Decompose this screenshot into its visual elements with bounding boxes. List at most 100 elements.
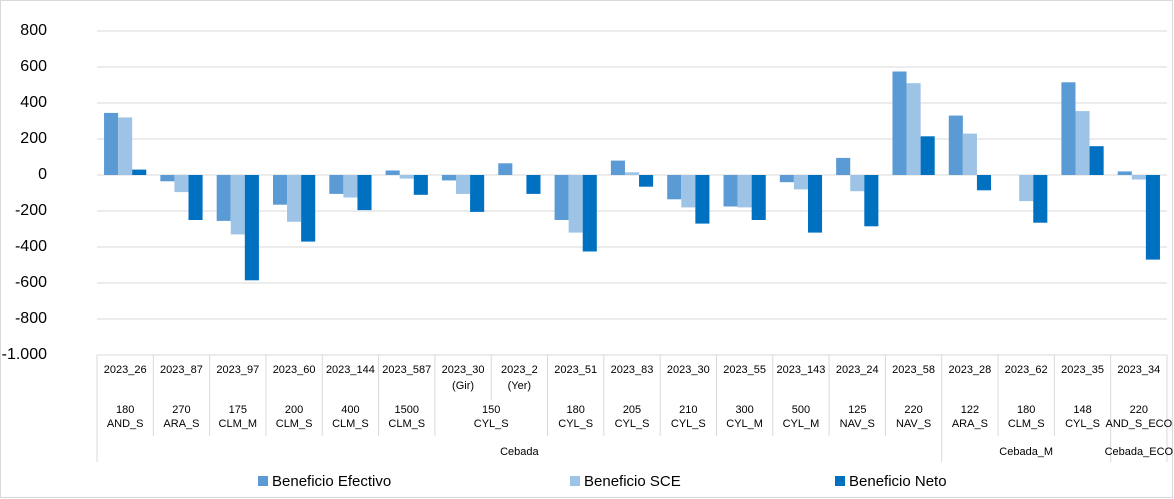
x-group-label: 220 <box>904 404 922 416</box>
bar <box>976 175 992 191</box>
x-group-label: 210 <box>679 404 697 416</box>
x-group-label: 148 <box>1073 404 1091 416</box>
x-tick-label: 2023_35 <box>1061 364 1104 376</box>
bar <box>470 175 485 212</box>
x-group-label: NAV_S <box>840 418 875 430</box>
legend-swatch <box>835 476 845 486</box>
bar <box>118 117 133 175</box>
bar <box>456 175 471 194</box>
bar <box>892 71 907 175</box>
bar <box>132 169 147 175</box>
x-group-label: 200 <box>285 404 303 416</box>
x-tick-label: 2023_34 <box>1117 364 1160 376</box>
bar <box>850 175 865 192</box>
bar <box>301 175 316 242</box>
legend-label: Beneficio SCE <box>584 473 681 490</box>
bar <box>779 175 794 183</box>
x-group-label: CYL_M <box>726 418 763 430</box>
x-tick-label: 2023_83 <box>611 364 654 376</box>
x-tick-label: 2023_97 <box>216 364 259 376</box>
bar <box>1089 146 1104 175</box>
x-tick-label: 2023_87 <box>160 364 203 376</box>
x-group-label: NAV_S <box>896 418 931 430</box>
bar <box>864 175 879 227</box>
bar <box>807 175 823 233</box>
bar <box>188 175 203 220</box>
bar <box>667 175 682 200</box>
x-group-label: CYL_S <box>1065 418 1100 430</box>
x-group-label: 125 <box>848 404 866 416</box>
y-tick-label: 200 <box>20 130 47 147</box>
bar <box>272 175 288 205</box>
x-tick-label: 2023_60 <box>273 364 316 376</box>
bar <box>413 175 428 195</box>
x-group-label: 180 <box>567 404 585 416</box>
x-tick-label: 2023_143 <box>776 364 825 376</box>
x-group-label: 175 <box>229 404 247 416</box>
x-group-label: CYL_S <box>671 418 706 430</box>
x-tick-label: (Yer) <box>508 380 531 392</box>
x-tick-label: 2023_62 <box>1005 364 1048 376</box>
bar <box>160 175 175 182</box>
bar <box>737 175 752 208</box>
bar <box>385 170 400 175</box>
x-supergroup-label: Cebada_M <box>999 446 1053 458</box>
bar <box>751 175 766 220</box>
x-group-label: ARA_S <box>163 418 199 430</box>
x-tick-label: 2023_28 <box>948 364 991 376</box>
bar <box>498 163 513 175</box>
x-tick-label: 2023_51 <box>554 364 597 376</box>
bar <box>639 175 654 187</box>
x-group-label: 500 <box>792 404 810 416</box>
bar <box>920 136 935 175</box>
legend-label: Beneficio Efectivo <box>272 473 391 490</box>
x-supergroup-label: Cebada <box>500 446 539 458</box>
bar <box>624 172 640 175</box>
bar <box>357 175 372 211</box>
x-group-label: 270 <box>172 404 190 416</box>
x-group-label: CYL_S <box>615 418 650 430</box>
x-tick-label: 2023_30 <box>442 364 485 376</box>
x-group-label: AND_S <box>107 418 144 430</box>
y-tick-label: 400 <box>20 94 47 111</box>
bar <box>582 175 597 252</box>
x-group-label: 205 <box>623 404 641 416</box>
x-group-label: CYL_S <box>474 418 509 430</box>
bar <box>568 175 583 233</box>
bar <box>526 175 541 194</box>
bar <box>836 157 851 175</box>
bar <box>1019 175 1034 202</box>
x-tick-label: 2023_587 <box>382 364 431 376</box>
x-group-label: 220 <box>1130 404 1148 416</box>
y-tick-label: -1.000 <box>2 346 47 363</box>
bar <box>723 175 738 207</box>
legend-label: Beneficio Neto <box>849 473 947 490</box>
bar <box>681 175 696 208</box>
bar <box>343 175 358 198</box>
x-tick-label: 2023_30 <box>667 364 710 376</box>
legend-swatch <box>258 476 268 486</box>
bar <box>216 175 231 221</box>
x-group-label: CYL_S <box>558 418 593 430</box>
bar <box>1033 175 1048 223</box>
x-group-label: 400 <box>341 404 359 416</box>
x-group-label: CLM_S <box>1008 418 1045 430</box>
x-group-label: 180 <box>1017 404 1035 416</box>
bar <box>399 175 414 179</box>
bar <box>244 175 259 281</box>
x-group-label: CLM_S <box>388 418 425 430</box>
bar <box>906 83 921 175</box>
bar <box>287 175 302 222</box>
bar <box>441 175 457 181</box>
x-supergroup-label: Cebada_ECO <box>1105 446 1174 458</box>
y-tick-label: -800 <box>15 310 47 327</box>
x-group-label: 300 <box>735 404 753 416</box>
y-tick-label: 600 <box>20 58 47 75</box>
bar <box>1117 171 1132 175</box>
x-tick-label: 2023_2 <box>501 364 538 376</box>
bar <box>554 175 569 220</box>
x-group-label: 122 <box>961 404 979 416</box>
x-tick-label: 2023_24 <box>836 364 879 376</box>
x-tick-label: (Gir) <box>452 380 474 392</box>
y-tick-label: -400 <box>15 238 47 255</box>
